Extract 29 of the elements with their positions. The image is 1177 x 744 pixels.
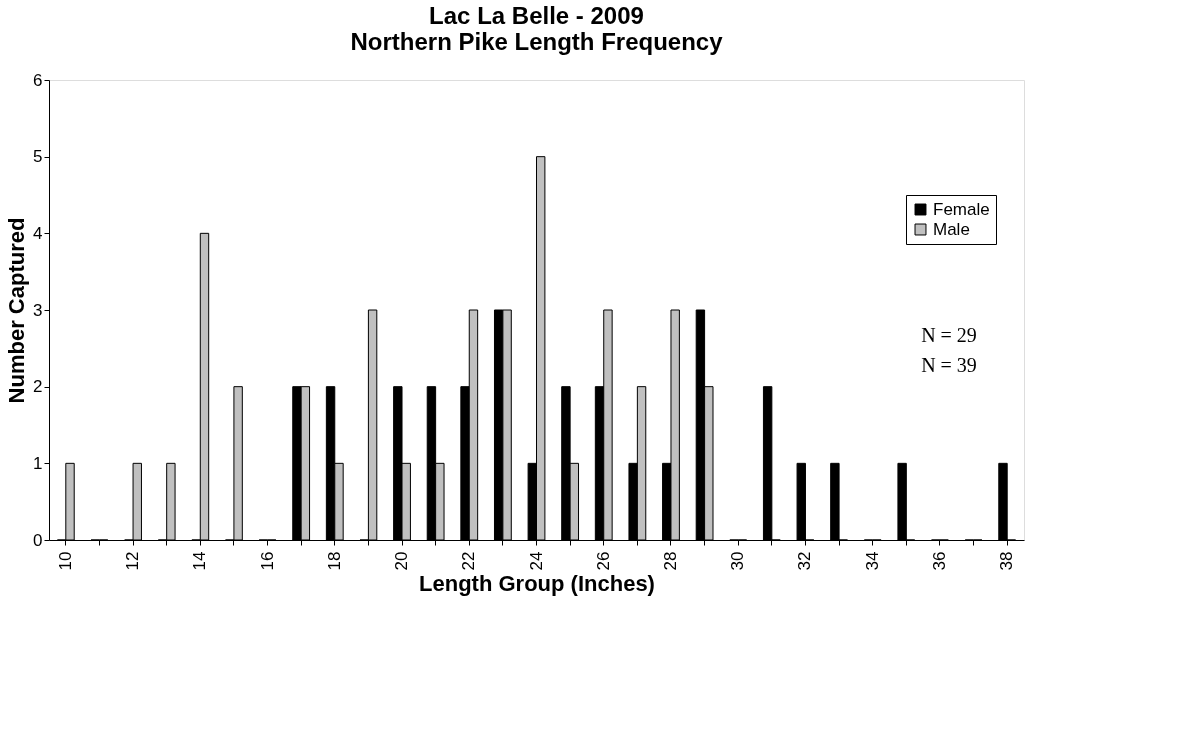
y-tick-label: 3 (33, 300, 43, 320)
x-tick-label: 14 (190, 551, 210, 571)
y-tick-label: 4 (33, 223, 43, 243)
x-tick-label: 32 (795, 551, 815, 571)
x-tick-label: 20 (392, 551, 412, 571)
annotation: N = 29 (921, 324, 977, 346)
legend-label: Male (933, 219, 970, 239)
y-tick-label: 2 (33, 377, 43, 397)
legend-label: Female (933, 199, 990, 219)
x-tick-label: 18 (324, 551, 344, 571)
y-tick-label: 5 (33, 147, 43, 167)
x-tick-label: 38 (997, 551, 1017, 571)
x-tick-label: 24 (526, 551, 546, 571)
x-tick-label: 30 (728, 551, 748, 571)
x-tick-label: 16 (257, 551, 277, 571)
x-tick-label: 36 (929, 551, 949, 571)
x-tick-label: 12 (123, 551, 143, 571)
x-tick-label: 28 (660, 551, 680, 571)
annotation: N = 39 (921, 354, 977, 376)
y-tick-label: 6 (33, 70, 43, 90)
x-tick-label: 22 (459, 551, 479, 571)
y-axis-title: Number Captured (4, 217, 30, 404)
x-tick-label: 10 (55, 551, 75, 571)
chart-title: Lac La Belle - 2009 Northern Pike Length Frequency (350, 2, 724, 55)
y-tick-label: 0 (33, 530, 43, 550)
y-tick-label: 1 (33, 453, 43, 473)
x-axis-title: Length Group (Inches) (419, 571, 655, 597)
x-tick-label: 26 (593, 551, 613, 571)
x-tick-label: 34 (862, 551, 882, 571)
